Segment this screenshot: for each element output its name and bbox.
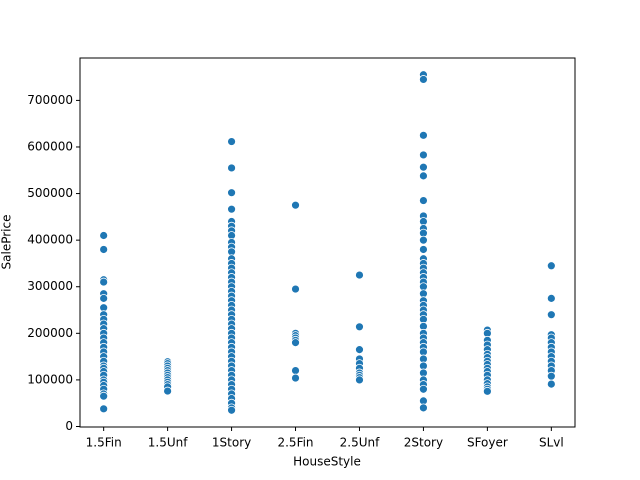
x-tick-label: 2.5Unf (340, 436, 380, 450)
x-tick-label: 1.5Unf (148, 436, 188, 450)
y-tick-label: 200000 (27, 326, 73, 340)
point (419, 403, 428, 413)
point (419, 196, 428, 205)
point (291, 366, 300, 375)
y-axis-label: SalePrice (0, 215, 14, 270)
x-tick-label: 2.5Fin (277, 436, 313, 450)
point (291, 373, 300, 383)
point (99, 404, 109, 414)
y-tick-label: 100000 (27, 372, 73, 386)
point (546, 371, 556, 381)
point (355, 270, 364, 280)
point (419, 130, 428, 140)
point (419, 150, 428, 160)
y-tick-label: 400000 (27, 233, 73, 247)
x-tick-label: 2Story (404, 436, 443, 450)
point (355, 345, 364, 355)
point (291, 338, 300, 348)
y-tick-label: 600000 (27, 139, 73, 153)
x-tick-label: 1.5Fin (86, 436, 122, 450)
point (546, 379, 556, 389)
point (227, 163, 236, 173)
point (419, 384, 428, 394)
point (227, 137, 236, 146)
y-tick-label: 300000 (27, 279, 73, 293)
point (99, 391, 109, 401)
point (482, 386, 492, 396)
point (99, 245, 109, 254)
x-axis-label: HouseStyle (293, 455, 361, 469)
y-tick-label: 0 (65, 419, 73, 433)
point (99, 277, 109, 287)
y-tick-label: 500000 (27, 186, 73, 200)
point (355, 375, 364, 385)
point (291, 200, 300, 210)
point (546, 261, 556, 271)
point (163, 386, 173, 396)
x-tick-label: 1Story (212, 436, 251, 450)
x-tick-label: SLvl (539, 436, 564, 450)
plot-frame (79, 57, 576, 428)
point (99, 293, 109, 303)
point (419, 171, 428, 181)
point (227, 405, 236, 415)
point (419, 245, 428, 254)
point (419, 235, 428, 245)
point (419, 75, 428, 84)
point (227, 204, 236, 214)
point (546, 293, 556, 303)
x-tick-label: SFoyer (467, 436, 508, 450)
point (291, 284, 300, 294)
point (546, 310, 556, 320)
point (99, 231, 109, 240)
point (227, 188, 236, 198)
point (355, 322, 364, 332)
y-tick-label: 700000 (27, 93, 73, 107)
point (419, 162, 428, 172)
